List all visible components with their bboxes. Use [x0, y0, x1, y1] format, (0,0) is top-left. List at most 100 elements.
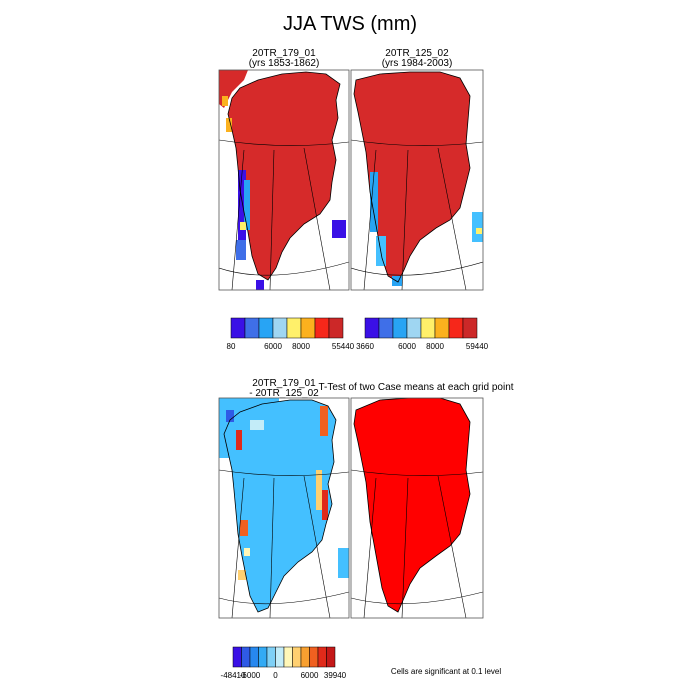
- colorbar-tick-label: 39940: [324, 671, 347, 680]
- colorbar-swatch: [249, 646, 259, 668]
- panel-c-anomaly: [320, 406, 328, 436]
- panel-a-coastline: [227, 71, 341, 281]
- colorbar-tick-label: 0: [273, 671, 278, 680]
- panel-c-graticule: [231, 477, 245, 618]
- panel-a-title: 20TR_179_01: [252, 48, 316, 59]
- colorbar-swatch: [448, 317, 464, 339]
- panel-d-frame: [350, 397, 484, 619]
- panel-b-graticule: [351, 139, 483, 146]
- panel-a-greenland: [228, 72, 340, 280]
- colorbar-swatch: [266, 646, 276, 668]
- panel-a-map: [219, 70, 349, 290]
- colorbar-swatch: [309, 646, 319, 668]
- panel-b-graticule: [351, 261, 483, 276]
- panel-c-frame: [218, 397, 350, 619]
- figure-title: JJA TWS (mm): [283, 13, 417, 35]
- panel-c: 20TR_179_01 - 20TR_125_02: [218, 378, 350, 619]
- colorbar-swatch: [232, 646, 242, 668]
- colorbar-swatch: [230, 317, 246, 339]
- colorbar-b: 3660 6000 8000 59440: [356, 317, 489, 351]
- panel-a-west-anomaly: [240, 222, 246, 230]
- panel-c-anomaly: [244, 548, 250, 556]
- colorbar-swatch: [328, 317, 344, 339]
- colorbar-swatch: [244, 317, 260, 339]
- colorbar-swatch: [283, 646, 293, 668]
- panel-c-graticule: [219, 469, 349, 476]
- colorbar-swatch: [392, 317, 408, 339]
- panel-b: 20TR_125_02 (yrs 1984-2003): [350, 48, 484, 291]
- colorbar-tick-label: -48410: [221, 671, 246, 680]
- colorbar-swatch: [258, 317, 274, 339]
- panel-a-graticule: [269, 149, 275, 290]
- panel-b-anomaly: [370, 172, 378, 232]
- panel-a-graticule: [231, 149, 245, 290]
- colorbar-tick-label: 8000: [292, 342, 310, 351]
- colorbar-swatch: [378, 317, 394, 339]
- panel-d-title: T-Test of two Case means at each grid po…: [318, 382, 513, 393]
- colorbar-swatch: [272, 317, 288, 339]
- significance-note: Cells are significant at 0.1 level: [391, 667, 502, 676]
- colorbar-swatch: [314, 317, 330, 339]
- panel-a-west-anomaly: [238, 170, 246, 240]
- panel-a-graticule: [303, 147, 331, 290]
- colorbar-swatch: [462, 317, 478, 339]
- colorbar-swatch: [364, 317, 380, 339]
- panel-b-anomaly: [476, 228, 482, 234]
- panel-c-graticule: [219, 591, 349, 605]
- colorbar-c: -48410-6000 0 6000 39940: [221, 646, 347, 680]
- colorbar-tick-label: 3660: [356, 342, 374, 351]
- colorbar-swatch: [241, 646, 251, 668]
- panel-a-west-anomaly: [222, 96, 228, 106]
- panel-c-graticule: [269, 477, 275, 618]
- colorbar-swatch: [406, 317, 422, 339]
- panel-c-anomaly: [322, 490, 328, 520]
- colorbar-swatch: [286, 317, 302, 339]
- colorbar-tick-label: 55440: [332, 342, 355, 351]
- panel-d-map: [351, 398, 483, 618]
- panel-b-coastline: [353, 71, 471, 283]
- panel-b-anomaly: [472, 212, 483, 242]
- colorbar-swatch: [326, 646, 336, 668]
- panel-b-subtitle: (yrs 1984-2003): [382, 58, 453, 69]
- panel-a-subtitle: (yrs 1853-1862): [249, 58, 320, 69]
- colorbar-tick-label: 59440: [466, 342, 489, 351]
- panel-c-anomaly: [236, 430, 242, 450]
- panel-c-anomaly: [316, 470, 322, 510]
- colorbar-tick-label: -6000: [240, 671, 261, 680]
- panel-c-graticule: [303, 475, 331, 618]
- colorbar-tick-label: 6000: [301, 671, 319, 680]
- colorbar-tick-label: 8000: [426, 342, 444, 351]
- panel-b-graticule: [363, 149, 377, 290]
- panel-d-greenland: [354, 398, 470, 612]
- colorbar-tick-label: 6000: [264, 342, 282, 351]
- colorbar-swatch: [292, 646, 302, 668]
- panel-d-graticule: [401, 477, 409, 618]
- panel-a-frame: [218, 69, 350, 291]
- colorbar-swatch: [300, 646, 310, 668]
- panel-b-greenland: [354, 72, 470, 282]
- colorbar-swatch: [434, 317, 450, 339]
- panel-d-graticule: [351, 469, 483, 476]
- panel-c-title: 20TR_179_01: [252, 378, 316, 389]
- panel-d-coastline: [353, 398, 471, 613]
- panel-c-anomaly: [250, 420, 264, 430]
- panel-d-graticule: [437, 475, 467, 618]
- panel-c-anomaly: [226, 410, 234, 422]
- panel-c-subtitle: - 20TR_125_02: [249, 388, 319, 399]
- panel-d: T-Test of two Case means at each grid po…: [318, 382, 514, 619]
- panel-d-graticule: [363, 477, 377, 618]
- colorbar-swatch: [317, 646, 327, 668]
- panel-a: 20TR_179_01 (yrs 1853-1862): [218, 48, 350, 291]
- panel-b-frame: [350, 69, 484, 291]
- colorbar-tick-label: 6000: [398, 342, 416, 351]
- panel-a-graticule: [219, 139, 349, 146]
- panel-b-graticule: [401, 149, 409, 290]
- panel-c-anomaly: [240, 520, 248, 536]
- panel-a-graticule: [219, 261, 349, 276]
- colorbar-swatch: [420, 317, 436, 339]
- colorbar-swatch: [300, 317, 316, 339]
- colorbar-tick-label: 80: [227, 342, 236, 351]
- colorbar-swatch: [275, 646, 285, 668]
- panel-d-graticule: [351, 591, 483, 605]
- panel-a-west-anomaly: [256, 280, 264, 290]
